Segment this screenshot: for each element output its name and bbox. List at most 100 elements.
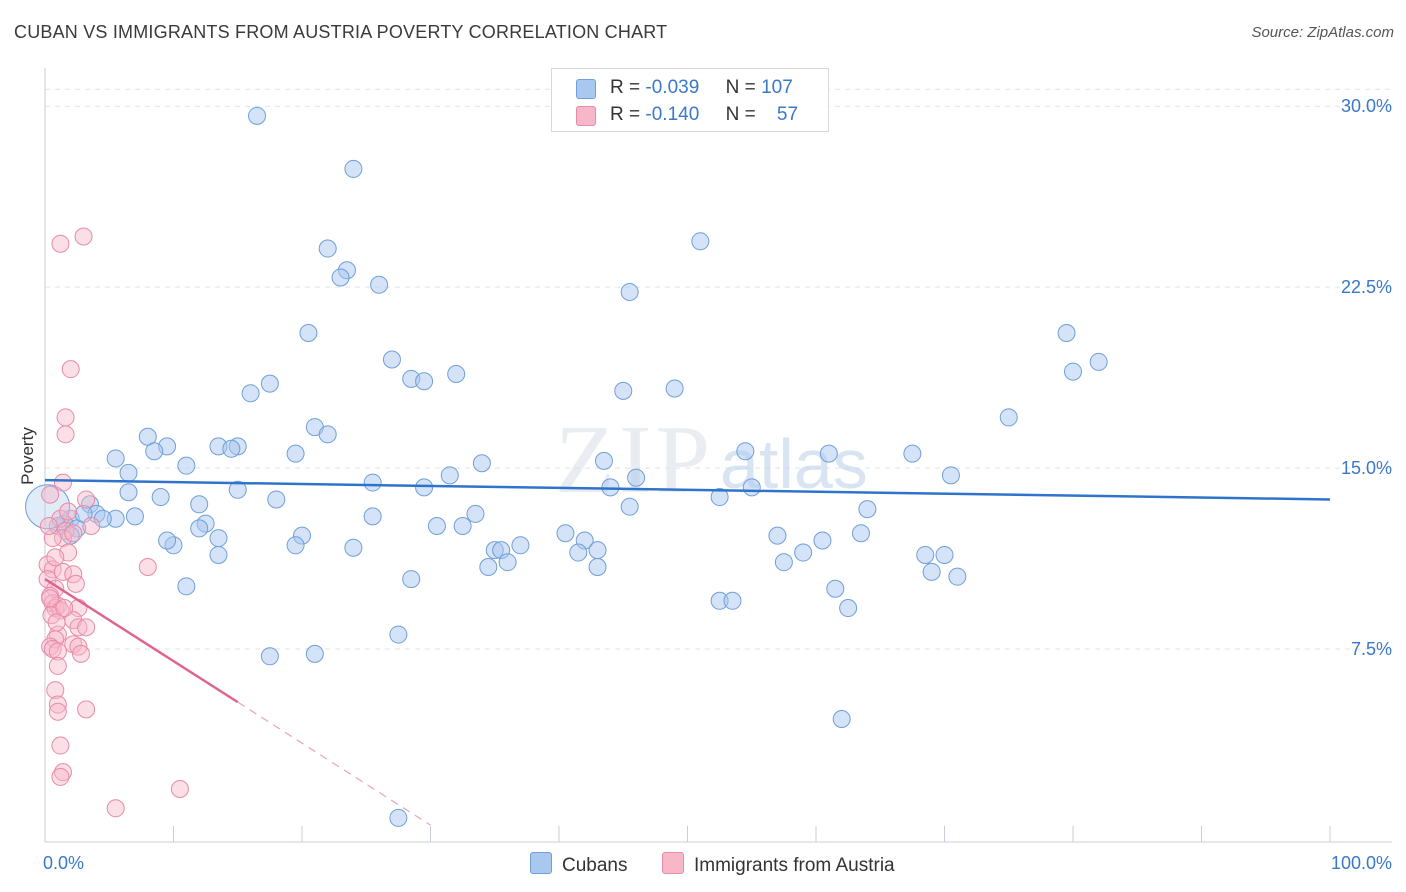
stats-legend: R = -0.039 N = 107 R = -0.140 N = 57 <box>551 68 829 132</box>
cuban-point <box>344 159 363 178</box>
austria-point <box>53 529 72 548</box>
austria-point <box>53 473 72 492</box>
cuban-point <box>858 500 877 519</box>
cuban-point <box>922 562 941 581</box>
austria-point <box>48 702 67 721</box>
cuban-point <box>125 507 144 526</box>
austria-point <box>41 485 60 504</box>
austria-point <box>48 642 67 661</box>
cuban-point <box>382 350 401 369</box>
cuban-point <box>402 570 421 589</box>
cuban-point <box>588 558 607 577</box>
austria-point <box>56 425 75 444</box>
legend-n-label: N = <box>725 77 756 98</box>
cuban-point <box>691 232 710 251</box>
austria-point <box>47 613 66 632</box>
legend-swatch-austria <box>662 852 684 874</box>
austria-point <box>77 618 96 637</box>
series-legend: Cubans Immigrants from Austria <box>0 852 1406 878</box>
cuban-point <box>447 365 466 383</box>
austria-point <box>66 574 85 593</box>
austria-point <box>71 644 90 663</box>
austria-point <box>55 599 74 618</box>
cuban-point <box>415 372 434 391</box>
cuban-point <box>363 473 382 492</box>
cuban-point <box>916 545 935 564</box>
legend-n-label: N = <box>725 104 756 125</box>
cuban-point <box>453 517 472 535</box>
austria-point <box>41 589 60 608</box>
legend-item-austria[interactable]: Immigrants from Austria <box>662 852 895 877</box>
x-tick-labels: 0.0% 100.0% <box>43 853 1392 873</box>
cuban-point <box>839 599 858 618</box>
legend-swatch-cubans <box>576 79 596 99</box>
cuban-point <box>177 577 196 596</box>
cuban-point <box>832 710 851 729</box>
legend-item-cubans[interactable]: Cubans <box>530 852 628 877</box>
austria-point <box>138 558 157 577</box>
cuban-point <box>736 442 755 461</box>
axes <box>44 68 1392 843</box>
cuban-point <box>466 504 485 523</box>
austria-point <box>106 799 125 818</box>
austria-point <box>51 767 70 786</box>
cuban-point <box>556 524 575 543</box>
austria-point <box>48 695 67 714</box>
austria-point <box>74 227 93 246</box>
austria-point <box>38 555 57 574</box>
cuban-point <box>813 531 832 550</box>
legend-label-austria: Immigrants from Austria <box>694 855 895 876</box>
cuban-point <box>1089 352 1108 371</box>
cuban-point <box>119 483 138 502</box>
austria-point <box>59 502 78 521</box>
cuban-point <box>177 456 196 475</box>
cuban-point <box>569 543 588 562</box>
cuban-point <box>331 268 350 287</box>
legend-r-value: -0.039 <box>645 77 700 98</box>
austria-point <box>39 517 58 535</box>
cuban-point <box>305 644 324 663</box>
cuban-point <box>941 466 960 485</box>
cuban-point <box>594 451 613 470</box>
trend-lines <box>44 478 1331 826</box>
cuban-point <box>620 282 639 301</box>
austria-point <box>51 509 70 528</box>
austria-trend-line <box>44 578 239 704</box>
cuban-point <box>363 507 382 526</box>
cuban-point <box>620 497 639 516</box>
cuban-point <box>260 647 279 666</box>
legend-swatch-cubans <box>530 852 552 874</box>
legend-swatch-austria <box>576 106 596 126</box>
cuban-point <box>427 517 446 535</box>
chart-title: CUBAN VS IMMIGRANTS FROM AUSTRIA POVERTY… <box>14 22 668 42</box>
cuban-point <box>267 490 286 509</box>
cuban-point <box>415 478 434 497</box>
austria-point <box>46 548 65 567</box>
cuban-point <box>119 463 138 482</box>
austria-point <box>53 763 72 782</box>
y-tick-label: 15.0% <box>1341 458 1392 478</box>
austria-point <box>51 736 70 755</box>
legend-r-label: R = <box>610 104 641 125</box>
cuban-point <box>768 526 787 545</box>
watermark: ZIP atlas <box>555 406 868 514</box>
legend-n-value: 57 <box>776 104 799 125</box>
austria-point <box>69 618 88 637</box>
x-tick-label-max: 100.0% <box>1331 853 1392 873</box>
cuban-point <box>158 531 177 550</box>
cuban-point <box>665 379 684 398</box>
cuban-point <box>248 106 267 125</box>
cuban-point <box>260 374 279 393</box>
cuban-point <box>935 545 954 564</box>
cuban-point <box>826 579 845 598</box>
cuban-point <box>370 275 389 294</box>
cuban-point <box>93 509 112 528</box>
austria-point <box>64 635 83 654</box>
cuban-point <box>228 480 247 499</box>
cuban-point <box>710 488 729 507</box>
legend-label-cubans: Cubans <box>562 855 628 876</box>
cuban-point <box>794 543 813 562</box>
y-tick-label: 30.0% <box>1341 96 1392 116</box>
austria-point <box>77 700 96 719</box>
